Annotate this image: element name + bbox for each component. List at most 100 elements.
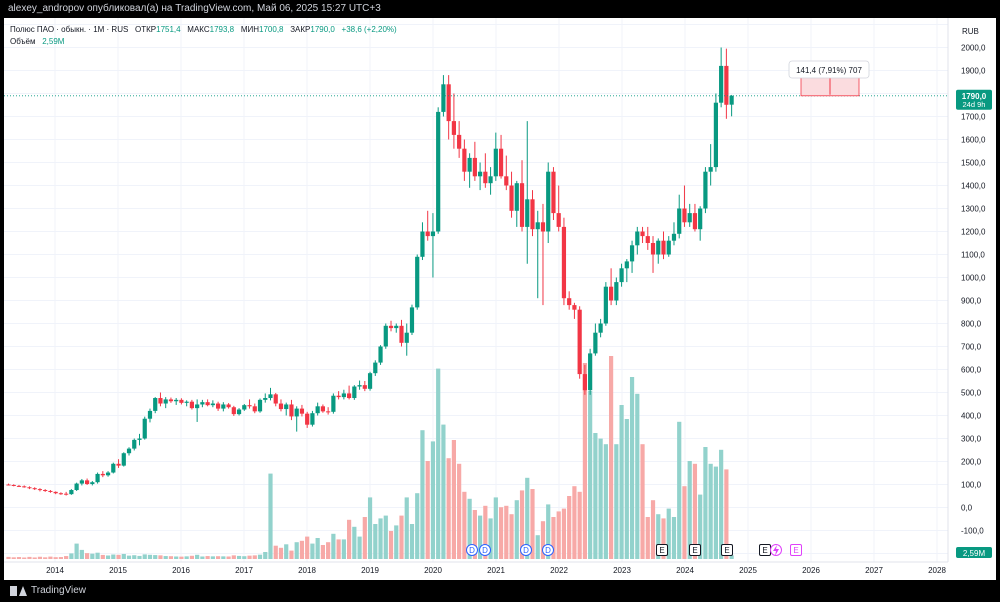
candle-body[interactable] [273, 394, 278, 404]
dividend-marker-icon[interactable] [542, 544, 554, 556]
candle-body[interactable] [399, 325, 404, 343]
candle-body[interactable] [179, 399, 184, 403]
legend-volume-label[interactable]: Объём [10, 37, 36, 46]
footer-brand[interactable]: TradingView [31, 585, 87, 596]
candle-body[interactable] [514, 183, 519, 211]
candle-body[interactable] [535, 222, 540, 230]
candle-body[interactable] [231, 407, 236, 415]
candle-body[interactable] [373, 362, 378, 374]
candle-body[interactable] [462, 148, 467, 172]
candle-body[interactable] [430, 231, 436, 237]
candle-body[interactable] [394, 325, 399, 329]
candle-body[interactable] [210, 403, 215, 406]
candle-body[interactable] [11, 484, 16, 486]
candle-body[interactable] [504, 176, 509, 186]
candle-body[interactable] [111, 463, 116, 473]
candle-body[interactable] [247, 405, 252, 407]
candle-body[interactable] [404, 332, 409, 343]
candle-body[interactable] [478, 171, 483, 177]
candle-body[interactable] [236, 409, 242, 415]
earnings-marker-icon[interactable] [790, 544, 802, 556]
candle-body[interactable] [226, 404, 231, 408]
candle-body[interactable] [572, 305, 577, 310]
candle-body[interactable] [48, 490, 53, 492]
candle-body[interactable] [415, 256, 420, 308]
candle-body[interactable] [362, 385, 367, 389]
candle-body[interactable] [593, 332, 598, 354]
candle-body[interactable] [588, 353, 593, 391]
candle-body[interactable] [671, 233, 677, 241]
candle-body[interactable] [132, 439, 137, 449]
legend-symbol[interactable]: Полюс ПАО · обыкн. · 1М · RUS [10, 25, 129, 34]
candle-body[interactable] [483, 171, 488, 184]
candle-body[interactable] [561, 226, 567, 299]
candle-body[interactable] [540, 222, 546, 232]
candle-body[interactable] [27, 487, 32, 489]
earnings-marker-icon[interactable] [656, 544, 668, 556]
candle-body[interactable] [252, 406, 257, 412]
candle-body[interactable] [200, 402, 205, 405]
candle-body[interactable] [682, 208, 687, 223]
candle-body[interactable] [629, 245, 635, 262]
candle-body[interactable] [90, 482, 95, 485]
candle-body[interactable] [551, 171, 556, 214]
candle-body[interactable] [708, 167, 713, 172]
candle-body[interactable] [221, 404, 226, 409]
candle-body[interactable] [619, 268, 624, 283]
candle-body[interactable] [530, 199, 535, 230]
candle-body[interactable] [519, 183, 525, 227]
candle-body[interactable] [174, 399, 179, 402]
candle-body[interactable] [16, 485, 22, 487]
candle-body[interactable] [263, 398, 268, 400]
candle-body[interactable] [698, 208, 703, 230]
candle-body[interactable] [142, 418, 147, 439]
candle-body[interactable] [184, 401, 189, 403]
candle-body[interactable] [472, 157, 477, 177]
candle-body[interactable] [294, 408, 299, 417]
candle-body[interactable] [493, 148, 498, 177]
candle-body[interactable] [74, 483, 79, 491]
candle-body[interactable] [137, 438, 142, 440]
candle-body[interactable] [315, 406, 320, 414]
candle-body[interactable] [446, 84, 451, 122]
candle-body[interactable] [692, 213, 698, 230]
candle-body[interactable] [32, 488, 37, 490]
dividend-marker-icon[interactable] [520, 544, 532, 556]
candle-body[interactable] [126, 448, 132, 454]
candle-body[interactable] [650, 243, 656, 255]
candle-body[interactable] [53, 491, 58, 494]
candle-body[interactable] [326, 411, 331, 413]
dividend-marker-icon[interactable] [466, 544, 478, 556]
candle-body[interactable] [6, 484, 11, 486]
candle-body[interactable] [645, 236, 650, 243]
candle-body[interactable] [624, 261, 629, 269]
earnings-marker-icon[interactable] [721, 544, 733, 556]
candle-body[interactable] [341, 393, 346, 398]
candle-body[interactable] [687, 213, 692, 223]
candle-body[interactable] [357, 385, 362, 387]
candle-body[interactable] [556, 213, 561, 227]
candle-body[interactable] [436, 111, 441, 232]
candle-body[interactable] [467, 157, 472, 172]
candle-body[interactable] [457, 134, 462, 149]
candle-body[interactable] [425, 231, 430, 237]
chart-frame[interactable] [4, 18, 996, 580]
candle-body[interactable] [195, 404, 200, 409]
candle-body[interactable] [43, 490, 48, 492]
candle-body[interactable] [336, 395, 341, 398]
candle-body[interactable] [420, 231, 425, 257]
candle-body[interactable] [64, 493, 69, 495]
candle-body[interactable] [116, 463, 121, 466]
candle-body[interactable] [168, 399, 174, 402]
candle-body[interactable] [640, 231, 645, 237]
candle-body[interactable] [305, 413, 310, 425]
candle-body[interactable] [163, 399, 168, 404]
candle-body[interactable] [284, 404, 289, 410]
candle-body[interactable] [383, 325, 388, 347]
candle-body[interactable] [257, 399, 263, 412]
candle-body[interactable] [567, 298, 572, 306]
candle-body[interactable] [268, 394, 273, 399]
candle-body[interactable] [189, 401, 194, 409]
candle-body[interactable] [22, 486, 27, 488]
